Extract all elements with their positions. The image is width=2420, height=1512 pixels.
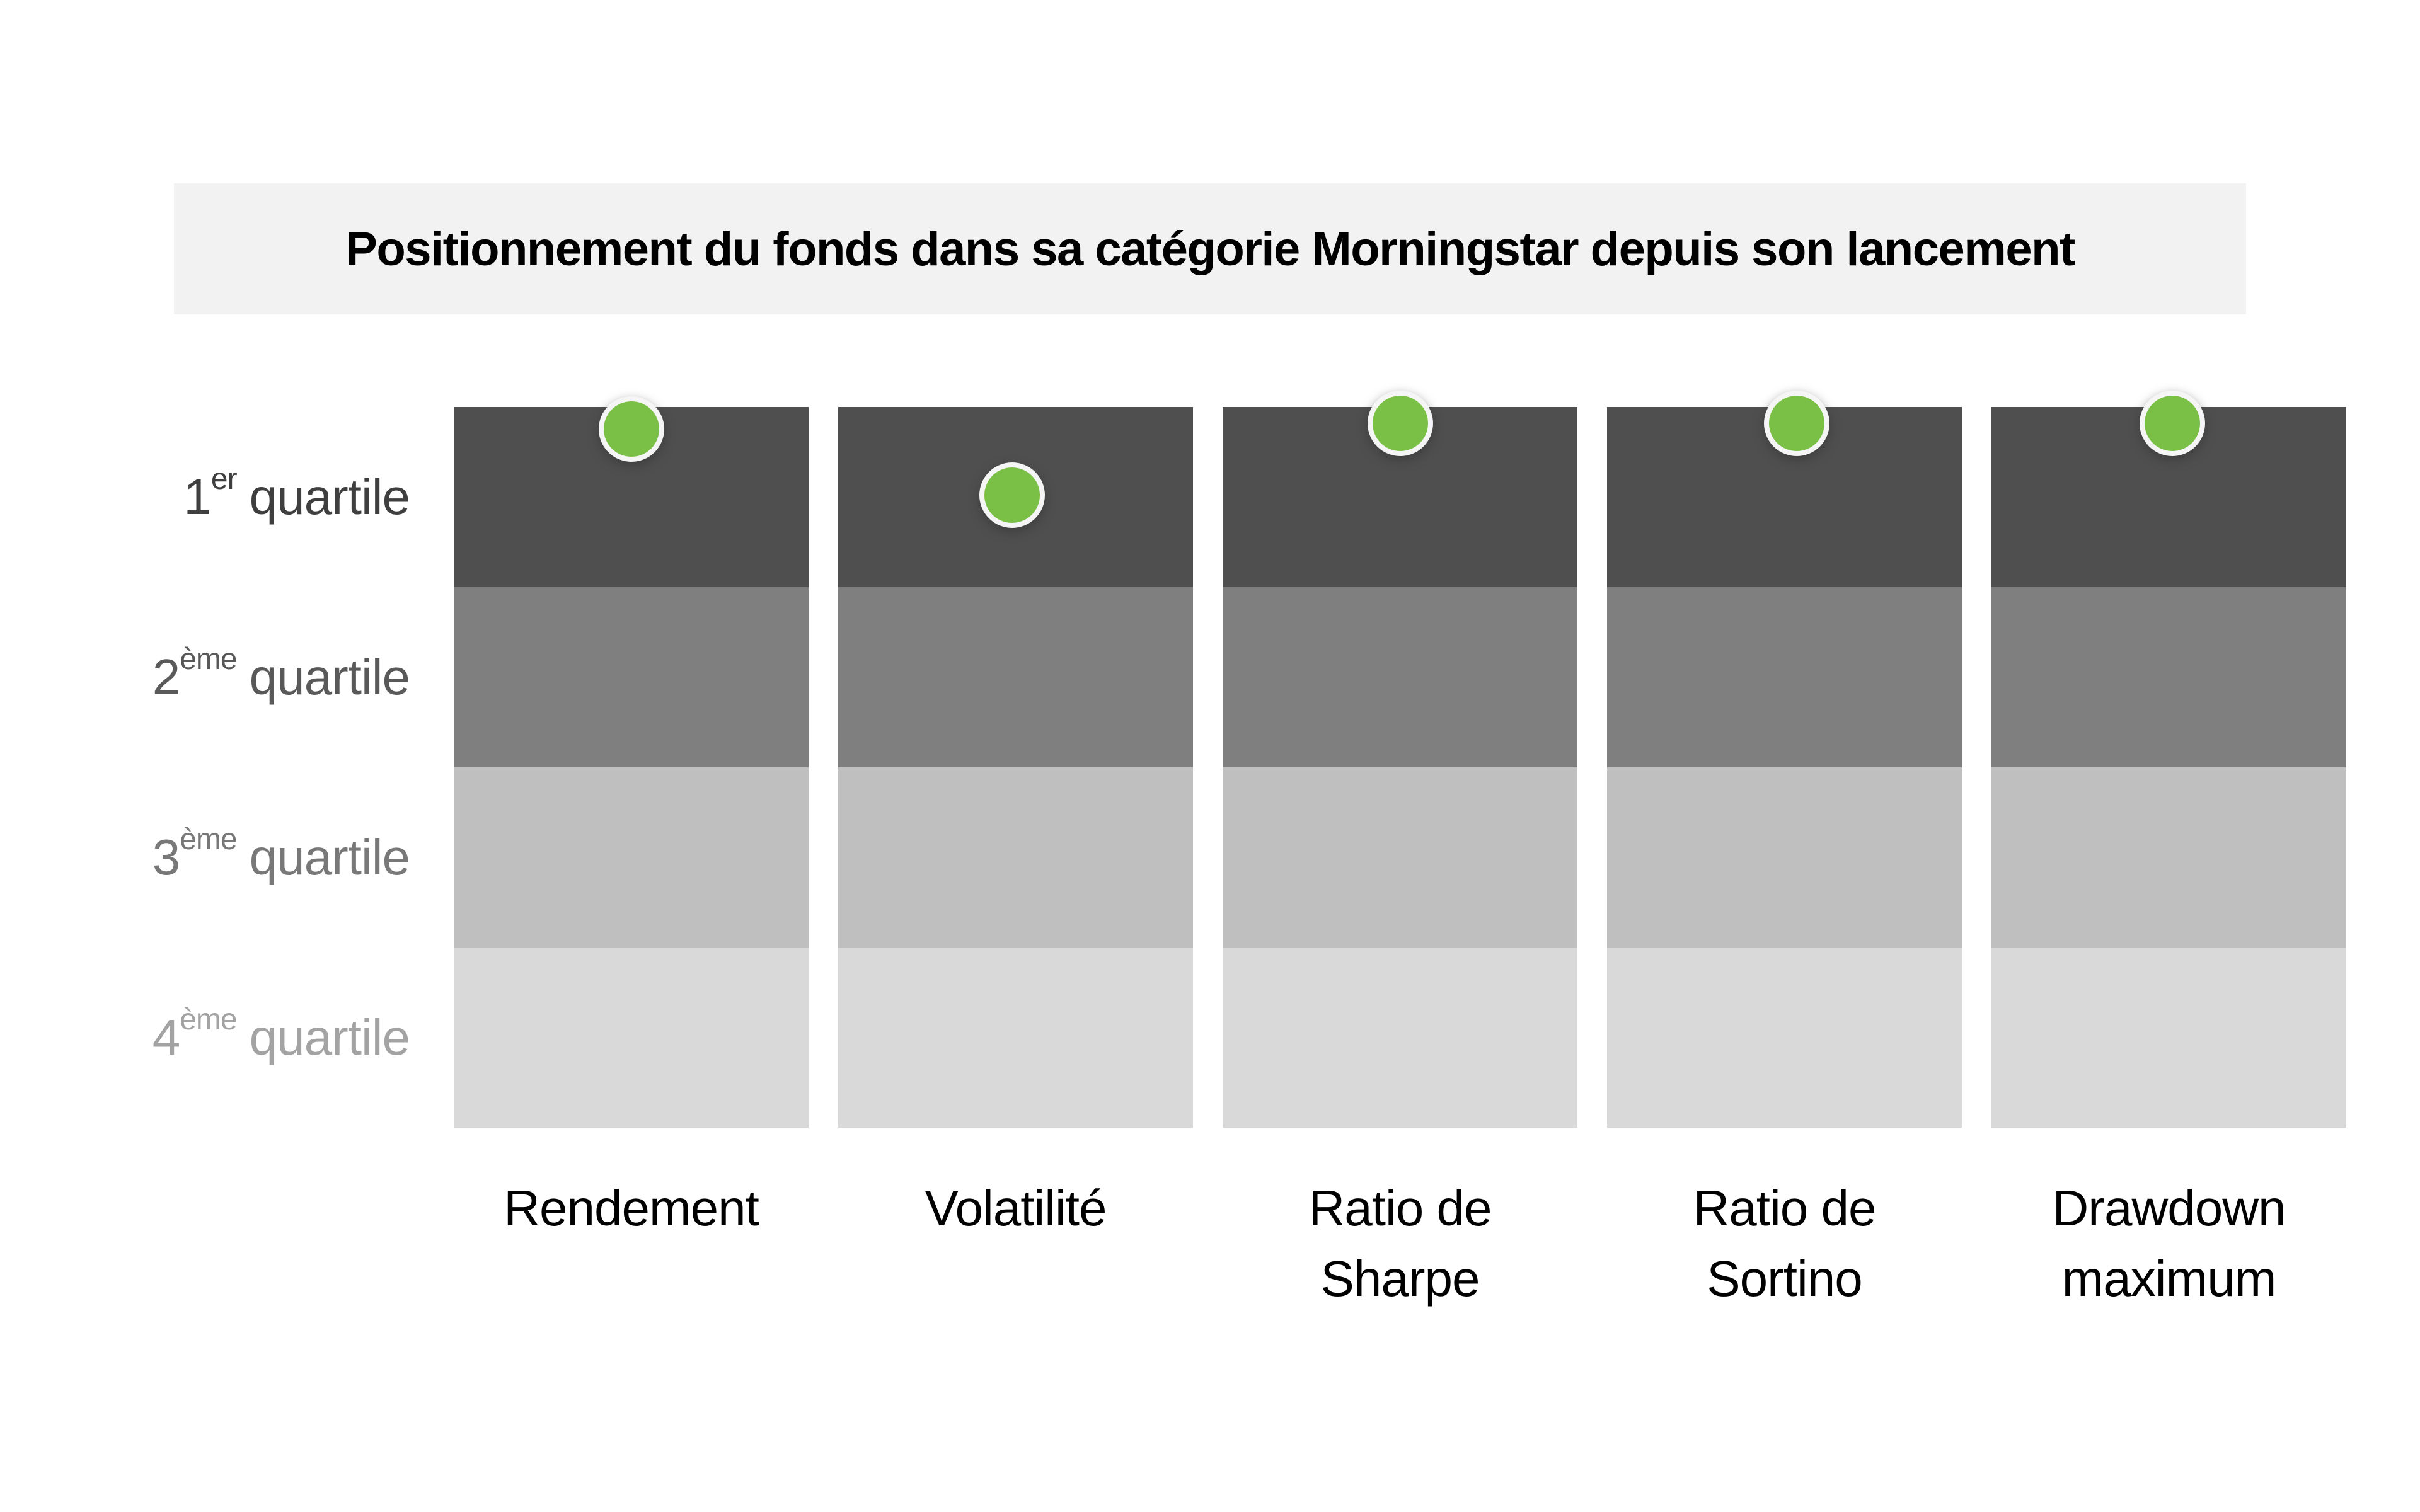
quartile-band-2 [1991, 587, 2346, 767]
chart-title: Positionnement du fonds dans sa catégori… [345, 222, 2075, 276]
quartile-ordinal: 2 [152, 649, 180, 705]
quartile-band-3 [454, 767, 809, 948]
quartile-word: quartile [249, 1009, 410, 1065]
x-label-rendement: Rendement [454, 1173, 809, 1314]
column-ratio-de-sharpe [1223, 391, 1577, 1128]
fund-position-dot [1367, 391, 1433, 457]
fund-position-dot-core [1769, 396, 1825, 452]
column-volatilite [838, 407, 1193, 1128]
y-label-quartile-3: 3 ème quartile [152, 823, 410, 886]
x-label-line: Ratio de [1693, 1180, 1877, 1236]
fund-position-dot-core [1372, 396, 1428, 452]
chart-title-banner: Positionnement du fonds dans sa catégori… [174, 183, 2246, 314]
quartile-ordinal: 4 [152, 1009, 180, 1065]
quartile-band-3 [1223, 767, 1577, 948]
quartile-band-2 [838, 587, 1193, 767]
quartile-ordinal: 3 [152, 829, 180, 885]
x-label-line: Volatilité [925, 1180, 1107, 1236]
column-ratio-de-sortino [1607, 391, 1962, 1128]
x-label-line: maximum [2061, 1251, 2277, 1307]
quartile-band-3 [1607, 767, 1962, 948]
quartile-band-3 [838, 767, 1193, 948]
quartile-band-4 [454, 948, 809, 1128]
x-label-line: Rendement [504, 1180, 759, 1236]
quartile-band-2 [454, 587, 809, 767]
quartile-band-2 [1223, 587, 1577, 767]
quartile-band-3 [1991, 767, 2346, 948]
fund-position-dot [598, 396, 664, 462]
x-label-line: Ratio de [1308, 1180, 1492, 1236]
quartile-band-4 [1991, 948, 2346, 1128]
fund-position-dot [1764, 391, 1830, 457]
quartile-word: quartile [249, 649, 410, 705]
quartile-columns [454, 391, 2346, 1128]
x-label-ratio-de-sortino: Ratio de Sortino [1607, 1173, 1962, 1314]
fund-position-dot-core [603, 401, 659, 457]
y-label-quartile-4: 4 ème quartile [152, 1003, 410, 1066]
fund-position-dot-core [2145, 396, 2201, 452]
x-axis-labels: Rendement Volatilité Ratio de Sharpe Rat… [454, 1173, 2346, 1314]
fund-position-dot-core [984, 467, 1040, 523]
quartile-word: quartile [249, 469, 410, 525]
fund-position-dot [2140, 391, 2206, 457]
quartile-band-4 [1607, 948, 1962, 1128]
y-label-quartile-2: 2 ème quartile [152, 643, 410, 706]
quartile-band-2 [1607, 587, 1962, 767]
column-drawdown-maximum [1991, 391, 2346, 1128]
quartile-band-4 [838, 948, 1193, 1128]
x-label-volatilite: Volatilité [838, 1173, 1193, 1314]
column-rendement [454, 396, 809, 1128]
y-label-quartile-1: 1 er quartile [183, 462, 410, 525]
fund-position-dot [979, 462, 1045, 528]
quartile-word: quartile [249, 829, 410, 885]
x-label-line: Drawdown [2052, 1180, 2286, 1236]
quartile-band-4 [1223, 948, 1577, 1128]
x-label-ratio-de-sharpe: Ratio de Sharpe [1223, 1173, 1577, 1314]
x-label-line: Sharpe [1320, 1251, 1480, 1307]
quartile-ordinal: 1 [183, 469, 211, 525]
x-label-line: Sortino [1707, 1251, 1862, 1307]
x-label-drawdown-maximum: Drawdown maximum [1991, 1173, 2346, 1314]
